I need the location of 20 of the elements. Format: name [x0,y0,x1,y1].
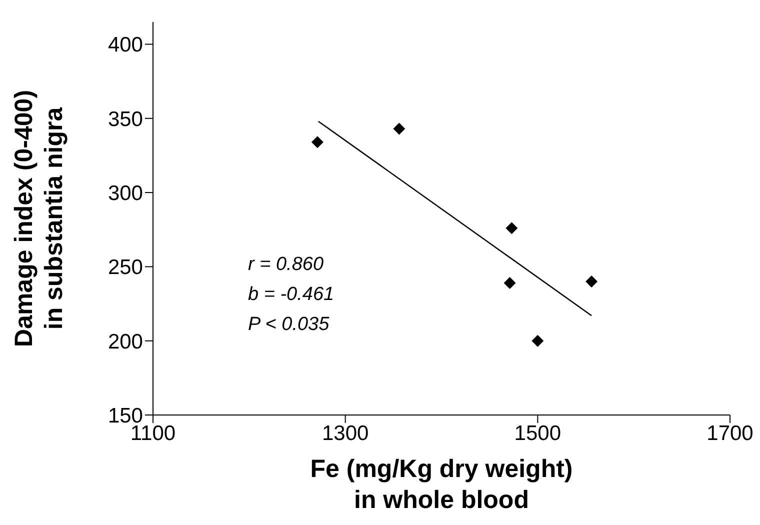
x-tick-label: 1300 [322,422,369,445]
y-tick-label: 350 [108,108,143,131]
y-axis-title: Damage index (0-400) in substantia nigra [10,90,68,348]
point [393,122,406,135]
point [506,222,518,234]
y-tick-label: 300 [108,182,143,205]
annotation: r = 0.860 [248,253,325,277]
x-tick-label: 1700 [706,422,754,445]
y-tick-label: 250 [108,256,143,280]
annotation: b = -0.461 [248,283,334,307]
point [532,334,544,347]
point [586,276,598,288]
point [311,136,324,148]
x-tick-label: 1100 [130,422,176,445]
point [504,277,516,290]
x-axis-title: Fe (mg/Kg dry weight) in whole blood [310,455,573,514]
x-tick-label: 1500 [514,422,562,445]
y-tick-label: 200 [108,330,143,354]
annotation: P < 0.035 [248,313,330,337]
y-tick-label: 400 [108,34,143,57]
